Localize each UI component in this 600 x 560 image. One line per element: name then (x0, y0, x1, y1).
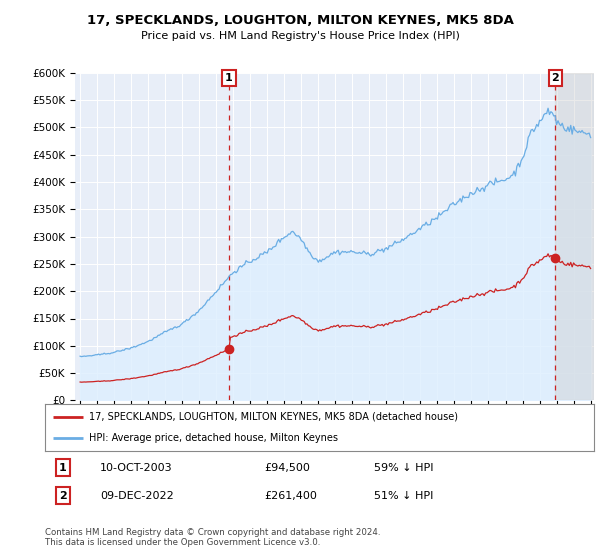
Text: £94,500: £94,500 (265, 463, 310, 473)
Text: 2: 2 (551, 73, 559, 83)
Text: 59% ↓ HPI: 59% ↓ HPI (374, 463, 434, 473)
Text: Price paid vs. HM Land Registry's House Price Index (HPI): Price paid vs. HM Land Registry's House … (140, 31, 460, 41)
Bar (555, 73, 594, 400)
Text: 51% ↓ HPI: 51% ↓ HPI (374, 491, 434, 501)
Text: £261,400: £261,400 (265, 491, 317, 501)
Text: HPI: Average price, detached house, Milton Keynes: HPI: Average price, detached house, Milt… (89, 433, 338, 444)
Text: 1: 1 (59, 463, 67, 473)
Text: 2: 2 (59, 491, 67, 501)
Text: Contains HM Land Registry data © Crown copyright and database right 2024.
This d: Contains HM Land Registry data © Crown c… (45, 528, 380, 547)
Text: 17, SPECKLANDS, LOUGHTON, MILTON KEYNES, MK5 8DA: 17, SPECKLANDS, LOUGHTON, MILTON KEYNES,… (86, 14, 514, 27)
Text: 17, SPECKLANDS, LOUGHTON, MILTON KEYNES, MK5 8DA (detached house): 17, SPECKLANDS, LOUGHTON, MILTON KEYNES,… (89, 412, 458, 422)
Text: 1: 1 (225, 73, 233, 83)
Text: 10-OCT-2003: 10-OCT-2003 (100, 463, 173, 473)
Text: 09-DEC-2022: 09-DEC-2022 (100, 491, 173, 501)
